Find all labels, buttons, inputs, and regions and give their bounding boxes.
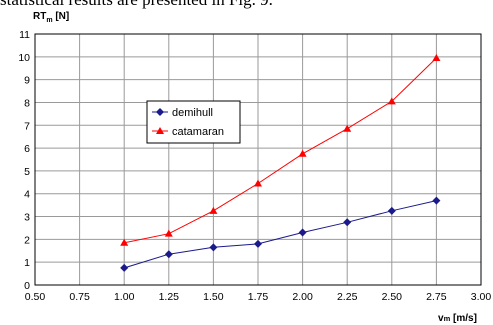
y-tick-label: 2 xyxy=(24,234,30,246)
x-tick-label: 1.25 xyxy=(159,291,180,303)
x-tick-label: 2.25 xyxy=(337,291,358,303)
catamaran-marker xyxy=(254,179,262,187)
x-tick-label: 1.50 xyxy=(203,291,224,303)
x-tick-labels: 0.50 0.75 1.00 1.25 1.50 1.75 2.00 2.25 2.50 2.75… xyxy=(25,291,492,303)
y-tick-label: 9 xyxy=(24,75,30,87)
catamaran-marker xyxy=(164,229,173,237)
legend-demihull-marker xyxy=(156,108,164,116)
demihull-marker xyxy=(120,263,129,272)
catamaran-marker xyxy=(387,97,396,105)
demihull-marker xyxy=(164,250,173,259)
x-tick-label: 2.50 xyxy=(382,291,403,303)
series-catamaran xyxy=(120,53,441,246)
y-tick-label: 4 xyxy=(24,189,30,201)
x-tick-label: 0.75 xyxy=(69,291,90,303)
x-tick-label: 2.75 xyxy=(426,291,447,303)
y-tick-label: 1 xyxy=(24,257,30,269)
catamaran-marker xyxy=(298,149,307,157)
series-demihull xyxy=(120,196,441,272)
x-tick-label: 1.00 xyxy=(114,291,135,303)
demihull-marker xyxy=(432,196,441,205)
y-tick-label: 11 xyxy=(19,29,30,41)
demihull-marker xyxy=(254,239,262,248)
catamaran-marker xyxy=(120,238,129,246)
demihull-line xyxy=(124,200,437,269)
demihull-marker xyxy=(298,228,307,237)
legend-box xyxy=(146,100,241,144)
x-tick-label: 3.00 xyxy=(471,291,492,303)
y-tick-label: 8 xyxy=(24,97,30,109)
plot-area-border xyxy=(34,33,482,286)
y-tick-label: 0 xyxy=(24,280,30,292)
demihull-marker xyxy=(387,206,396,215)
demihull-marker xyxy=(343,218,352,227)
catamaran-marker xyxy=(209,206,218,214)
x-axis-title: vm [m/s] xyxy=(438,313,477,324)
legend: demihull catamaran xyxy=(146,100,241,144)
y-axis-title: RTm [N] xyxy=(33,11,69,24)
y-tick-labels: 0 1 2 3 4 5 6 7 8 9 10 11 xyxy=(18,29,30,292)
x-tick-label: 0.50 xyxy=(25,291,46,303)
y-tick-label: 3 xyxy=(24,212,30,224)
legend-catamaran-marker xyxy=(156,127,164,134)
x-tick-label: 2.00 xyxy=(292,291,313,303)
legend-catamaran-label: catamaran xyxy=(172,126,224,138)
catamaran-marker xyxy=(343,124,352,132)
demihull-marker xyxy=(209,243,218,252)
legend-demihull-label: demihull xyxy=(172,107,213,119)
y-tick-label: 7 xyxy=(24,120,30,132)
y-tick-label: 6 xyxy=(24,143,30,155)
catamaran-marker xyxy=(432,53,441,61)
y-tick-label: 10 xyxy=(18,52,30,64)
data-series xyxy=(120,53,441,272)
cut-off-caption-text: statistical results are presented in Fig… xyxy=(0,0,493,10)
y-tick-label: 5 xyxy=(24,166,30,178)
x-tick-label: 1.75 xyxy=(248,291,269,303)
catamaran-line xyxy=(124,57,437,244)
